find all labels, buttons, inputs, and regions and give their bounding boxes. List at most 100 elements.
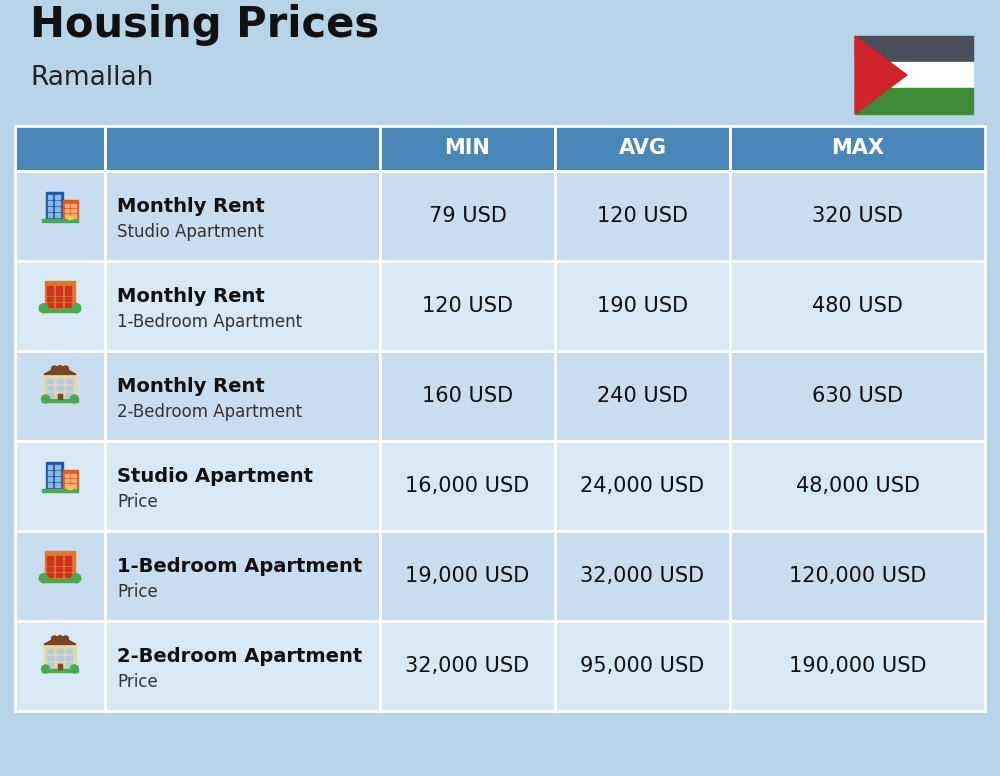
Bar	[555, 531, 730, 621]
Bar	[380, 351, 555, 441]
Text: Monthly Rent: Monthly Rent	[117, 376, 265, 396]
Bar	[48, 196, 52, 199]
Bar	[15, 531, 105, 621]
Bar	[55, 483, 60, 487]
Bar	[66, 379, 72, 383]
Polygon shape	[44, 636, 76, 644]
Bar	[45, 552, 75, 580]
Text: 120 USD: 120 USD	[597, 206, 688, 226]
Circle shape	[42, 395, 50, 403]
Text: 190 USD: 190 USD	[597, 296, 688, 316]
Bar	[55, 201, 60, 206]
Text: 19,000 USD: 19,000 USD	[405, 566, 530, 586]
Bar	[555, 621, 730, 711]
Text: 48,000 USD: 48,000 USD	[796, 476, 920, 496]
Bar	[47, 656, 53, 660]
Bar	[65, 297, 71, 301]
Text: 160 USD: 160 USD	[422, 386, 513, 406]
Text: Housing Prices: Housing Prices	[30, 4, 379, 46]
Bar	[46, 462, 63, 490]
Circle shape	[63, 366, 68, 372]
Bar	[64, 204, 69, 207]
Bar	[44, 374, 76, 400]
Bar	[15, 441, 105, 531]
Bar	[63, 470, 78, 490]
Bar	[105, 621, 380, 711]
Bar	[47, 297, 53, 301]
Bar	[15, 621, 105, 711]
Circle shape	[42, 665, 50, 673]
Bar	[47, 379, 53, 383]
Bar	[66, 649, 72, 653]
Bar	[855, 36, 973, 62]
Circle shape	[72, 573, 81, 583]
Bar	[47, 286, 53, 289]
Bar	[42, 400, 78, 402]
Bar	[56, 556, 62, 559]
Bar	[105, 351, 380, 441]
Bar	[57, 649, 63, 653]
Bar	[65, 573, 71, 577]
Text: Studio Apartment: Studio Apartment	[117, 466, 313, 486]
Bar	[15, 261, 105, 351]
Bar	[64, 484, 69, 487]
Text: 1-Bedroom Apartment: 1-Bedroom Apartment	[117, 556, 362, 576]
Bar	[63, 200, 78, 220]
Circle shape	[39, 303, 48, 313]
Bar	[48, 207, 52, 211]
Bar	[15, 171, 105, 261]
Text: Monthly Rent: Monthly Rent	[117, 286, 265, 306]
Bar	[730, 441, 985, 531]
Bar	[71, 479, 76, 483]
Bar	[105, 171, 380, 261]
Bar	[47, 292, 53, 296]
Bar	[105, 261, 380, 351]
Bar	[57, 663, 63, 667]
Text: 190,000 USD: 190,000 USD	[789, 656, 926, 676]
Text: 240 USD: 240 USD	[597, 386, 688, 406]
Bar	[47, 562, 53, 566]
Bar	[42, 670, 78, 672]
Bar	[65, 286, 71, 289]
Circle shape	[63, 636, 68, 642]
Text: MIN: MIN	[445, 138, 490, 158]
Bar	[47, 556, 53, 559]
Text: Price: Price	[117, 673, 158, 691]
Bar	[42, 490, 78, 492]
Bar	[730, 261, 985, 351]
Bar	[46, 192, 63, 220]
Bar	[64, 214, 69, 217]
Bar	[64, 474, 69, 477]
Circle shape	[72, 303, 81, 313]
Circle shape	[52, 636, 57, 642]
Bar	[380, 261, 555, 351]
Text: Price: Price	[117, 583, 158, 601]
Bar	[65, 556, 71, 559]
Bar	[42, 580, 78, 582]
Bar	[68, 486, 72, 490]
Circle shape	[52, 366, 57, 372]
Bar	[65, 303, 71, 307]
Bar	[730, 171, 985, 261]
Bar	[68, 216, 72, 220]
Bar	[555, 261, 730, 351]
Bar	[855, 62, 973, 88]
Bar	[48, 483, 52, 487]
Bar	[45, 282, 75, 310]
Text: 2-Bedroom Apartment: 2-Bedroom Apartment	[117, 646, 362, 666]
Bar	[71, 214, 76, 217]
Text: 320 USD: 320 USD	[812, 206, 903, 226]
Bar	[48, 471, 52, 476]
Bar	[47, 573, 53, 577]
Text: AVG: AVG	[618, 138, 666, 158]
Bar	[48, 466, 52, 469]
Bar	[15, 126, 105, 171]
Text: 79 USD: 79 USD	[429, 206, 506, 226]
Bar	[57, 656, 63, 660]
Bar	[380, 621, 555, 711]
Polygon shape	[44, 365, 76, 374]
Bar	[47, 386, 53, 390]
Bar	[855, 88, 973, 114]
Bar	[42, 220, 78, 222]
Text: 16,000 USD: 16,000 USD	[405, 476, 530, 496]
